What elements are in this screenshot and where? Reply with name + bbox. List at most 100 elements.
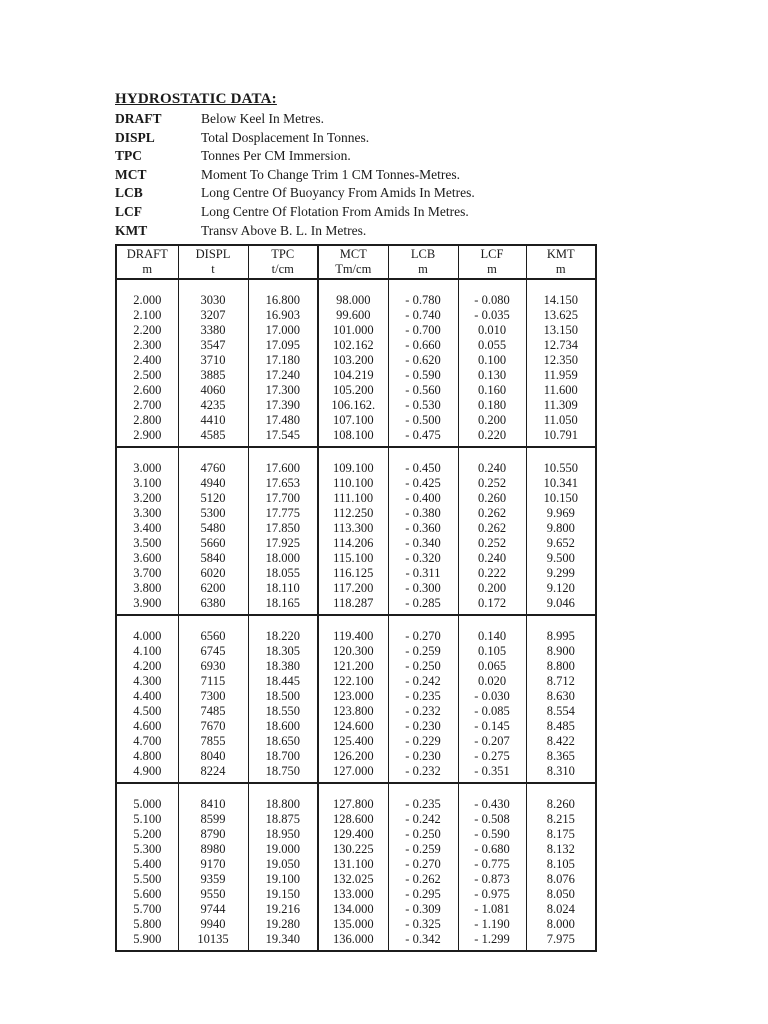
table-cell: 132.025 <box>317 872 389 888</box>
table-cell: 12.350 <box>525 353 597 369</box>
table-block: 3.000 4760 17.600 109.100- 0.450 0.240 10.550… <box>115 447 597 616</box>
table-cell: 4760 <box>177 447 249 477</box>
definition-term: DISPL <box>115 129 155 145</box>
table-row: 4.200 6930 18.380 121.200- 0.250 0.065 8.800 <box>115 659 597 675</box>
table-cell: - 0.230 <box>387 749 459 765</box>
definition-text: Long Centre Of Flotation From Amids In M… <box>201 203 469 219</box>
definition-text: Below Keel In Metres. <box>201 111 324 126</box>
table-cell: - 0.700 <box>387 323 459 339</box>
table-header-row: DRAFT m DISPL t TPC t/cm MCT Tm/cm LCB <box>115 244 597 281</box>
table-cell: 8.132 <box>525 842 597 858</box>
table-cell: - 0.780 <box>387 279 459 309</box>
table-cell: 9.299 <box>525 566 597 582</box>
table-cell: 6560 <box>177 615 249 645</box>
table-cell: 0.262 <box>457 521 527 537</box>
table-row: 4.700 7855 18.650 125.400- 0.229- 0.207 8.42… <box>115 734 597 750</box>
table-cell: 17.480 <box>247 413 319 429</box>
table-cell: 17.300 <box>247 383 319 399</box>
table-cell: - 0.380 <box>387 506 459 522</box>
table-cell: 5120 <box>177 491 249 507</box>
table-cell: 19.216 <box>247 902 319 918</box>
column-label: LCB <box>410 247 436 262</box>
table-cell: 108.100 <box>317 428 389 448</box>
column-unit: t <box>211 262 215 277</box>
table-cell: - 0.360 <box>387 521 459 537</box>
table-cell: 6745 <box>177 644 249 660</box>
table-cell: 17.925 <box>247 536 319 552</box>
table-cell: 3030 <box>177 279 249 309</box>
table-cell: 12.734 <box>525 338 597 354</box>
table-cell: - 0.270 <box>387 857 459 873</box>
table-cell: 0.180 <box>457 398 527 414</box>
table-cell: 17.180 <box>247 353 319 369</box>
table-cell: 2.600 <box>115 383 179 399</box>
table-block: 5.000 8410 18.800 127.800- 0.235- 0.430 8.26… <box>115 783 597 952</box>
column-unit: m <box>142 262 153 277</box>
table-cell: 0.010 <box>457 323 527 339</box>
table-cell: 18.165 <box>247 596 319 616</box>
table-cell: 134.000 <box>317 902 389 918</box>
table-cell: - 0.873 <box>457 872 527 888</box>
table-cell: 102.162 <box>317 338 389 354</box>
table-cell: 5.300 <box>115 842 179 858</box>
table-cell: 2.500 <box>115 368 179 384</box>
table-cell: 5.700 <box>115 902 179 918</box>
definition-item: DRAFT Below Keel In Metres. <box>115 110 597 129</box>
table-cell: 17.850 <box>247 521 319 537</box>
table-cell: 123.800 <box>317 704 389 720</box>
table-cell: 131.100 <box>317 857 389 873</box>
table-cell: 17.000 <box>247 323 319 339</box>
table-row: 3.100 4940 17.653 110.100- 0.425 0.252 10.341 <box>115 476 597 492</box>
table-cell: 0.262 <box>457 506 527 522</box>
table-row: 4.900 8224 18.750 127.000- 0.232- 0.351 8.31… <box>115 764 597 784</box>
table-cell: - 0.242 <box>387 812 459 828</box>
column-label: KMT <box>546 247 575 262</box>
table-cell: - 0.262 <box>387 872 459 888</box>
table-cell: 129.400 <box>317 827 389 843</box>
definition-text: Long Centre Of Buoyancy From Amids In Me… <box>201 185 475 201</box>
hydrostatic-table: DRAFT m DISPL t TPC t/cm MCT Tm/cm LCB <box>115 244 597 953</box>
table-cell: 7485 <box>177 704 249 720</box>
table-cell: - 0.590 <box>457 827 527 843</box>
definition-item: DISPL Total Dosplacement In Tonnes. <box>115 129 597 148</box>
table-cell: 121.200 <box>317 659 389 675</box>
table-cell: 6200 <box>177 581 249 597</box>
definition-item: MCT Moment To Change Trim 1 CM Tonnes-Me… <box>115 166 597 185</box>
table-cell: 18.950 <box>247 827 319 843</box>
column-header-lcf: LCF m <box>457 244 527 281</box>
table-cell: 17.095 <box>247 338 319 354</box>
table-row: 5.000 8410 18.800 127.800- 0.235- 0.430 8.26… <box>115 783 597 813</box>
table-cell: 6930 <box>177 659 249 675</box>
table-cell: 17.700 <box>247 491 319 507</box>
table-cell: 127.800 <box>317 783 389 813</box>
table-cell: 5.800 <box>115 917 179 933</box>
table-cell: 0.220 <box>457 428 527 448</box>
table-cell: 0.055 <box>457 338 527 354</box>
table-cell: 16.800 <box>247 279 319 309</box>
table-cell: 5840 <box>177 551 249 567</box>
table-cell: 9744 <box>177 902 249 918</box>
table-row: 2.200 3380 17.000 101.000- 0.700 0.010 13.150 <box>115 323 597 339</box>
table-cell: 7300 <box>177 689 249 705</box>
table-cell: 105.200 <box>317 383 389 399</box>
table-cell: - 0.250 <box>387 827 459 843</box>
table-cell: 8790 <box>177 827 249 843</box>
table-cell: 7115 <box>177 674 249 690</box>
table-cell: 18.800 <box>247 783 319 813</box>
table-cell: 2.400 <box>115 353 179 369</box>
table-cell: 8410 <box>177 783 249 813</box>
table-row: 4.000 6560 18.220 119.400- 0.270 0.140 8.995 <box>115 615 597 645</box>
table-cell: 130.225 <box>317 842 389 858</box>
table-cell: - 0.740 <box>387 308 459 324</box>
table-cell: 13.150 <box>525 323 597 339</box>
table-cell: 11.050 <box>525 413 597 429</box>
table-cell: 19.100 <box>247 872 319 888</box>
table-cell: 0.160 <box>457 383 527 399</box>
column-header-mct: MCT Tm/cm <box>317 244 389 281</box>
column-header-draft: DRAFT m <box>115 244 179 281</box>
table-cell: 0.200 <box>457 413 527 429</box>
table-row: 2.400 3710 17.180 103.200- 0.620 0.100 12.350 <box>115 353 597 369</box>
table-cell: 0.105 <box>457 644 527 660</box>
table-cell: 125.400 <box>317 734 389 750</box>
table-cell: 2.000 <box>115 279 179 309</box>
